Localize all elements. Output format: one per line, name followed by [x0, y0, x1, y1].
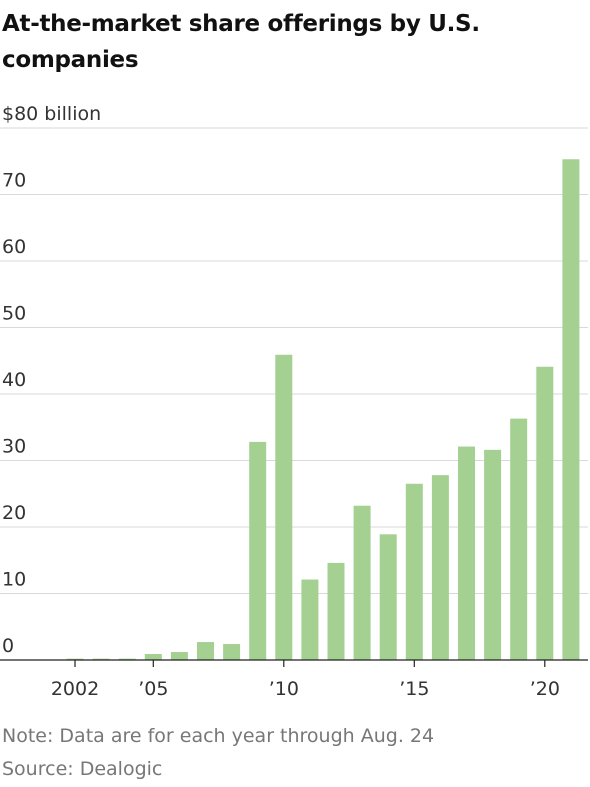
bar-2021	[562, 159, 580, 660]
y-tick-label-60: 60	[2, 236, 26, 258]
chart-title: At-the-market share offerings by U.S. co…	[2, 11, 480, 73]
bar-2002	[66, 658, 84, 660]
y-tick-label-80: $80 billion	[2, 103, 101, 125]
bar-2004	[118, 658, 136, 660]
gridlines	[0, 127, 588, 594]
y-tick-label-30: 30	[2, 436, 26, 458]
y-tick-label-0: 0	[2, 635, 14, 657]
chart-source: Source: Dealogic	[2, 758, 163, 780]
bar-2019	[510, 418, 528, 660]
bar-2014	[379, 534, 397, 660]
bar-2007	[197, 642, 214, 660]
bar-2005	[144, 654, 162, 660]
y-tick-label-70: 70	[2, 170, 26, 192]
bar-2016	[431, 475, 449, 660]
y-tick-label-50: 50	[2, 303, 26, 325]
y-tick-label-10: 10	[2, 569, 26, 591]
bar-2010	[275, 354, 293, 660]
x-tick-label-2020: ’20	[530, 678, 560, 700]
axes	[0, 659, 588, 667]
bar-2006	[170, 652, 188, 660]
x-tick-label-2010: ’10	[269, 678, 299, 700]
bar-2011	[301, 579, 319, 660]
bar-2008	[223, 644, 241, 660]
bar-2012	[327, 562, 345, 660]
bar-2013	[353, 505, 371, 660]
x-tick-label-2005: ’05	[138, 678, 168, 700]
bar-2015	[405, 483, 423, 660]
bars	[66, 159, 580, 660]
x-tick-label-2015: ’15	[399, 678, 429, 700]
bar-chart: 0 10 20 30 40 50 60 70 $80 billion 2002 ’05 ’10 ’15 ’…	[0, 103, 588, 700]
tick-labels: 0 10 20 30 40 50 60 70 $80 billion 2002 ’05 ’10 ’15 ’…	[2, 103, 560, 700]
x-tick-label-2002: 2002	[51, 678, 99, 700]
bar-2017	[458, 446, 475, 660]
bar-2020	[536, 366, 554, 660]
y-tick-label-40: 40	[2, 369, 26, 391]
y-tick-label-20: 20	[2, 502, 26, 524]
chart-note: Note: Data are for each year through Aug…	[2, 725, 435, 747]
bar-2003	[92, 658, 110, 660]
bar-2009	[249, 441, 267, 660]
bar-2018	[484, 449, 502, 660]
